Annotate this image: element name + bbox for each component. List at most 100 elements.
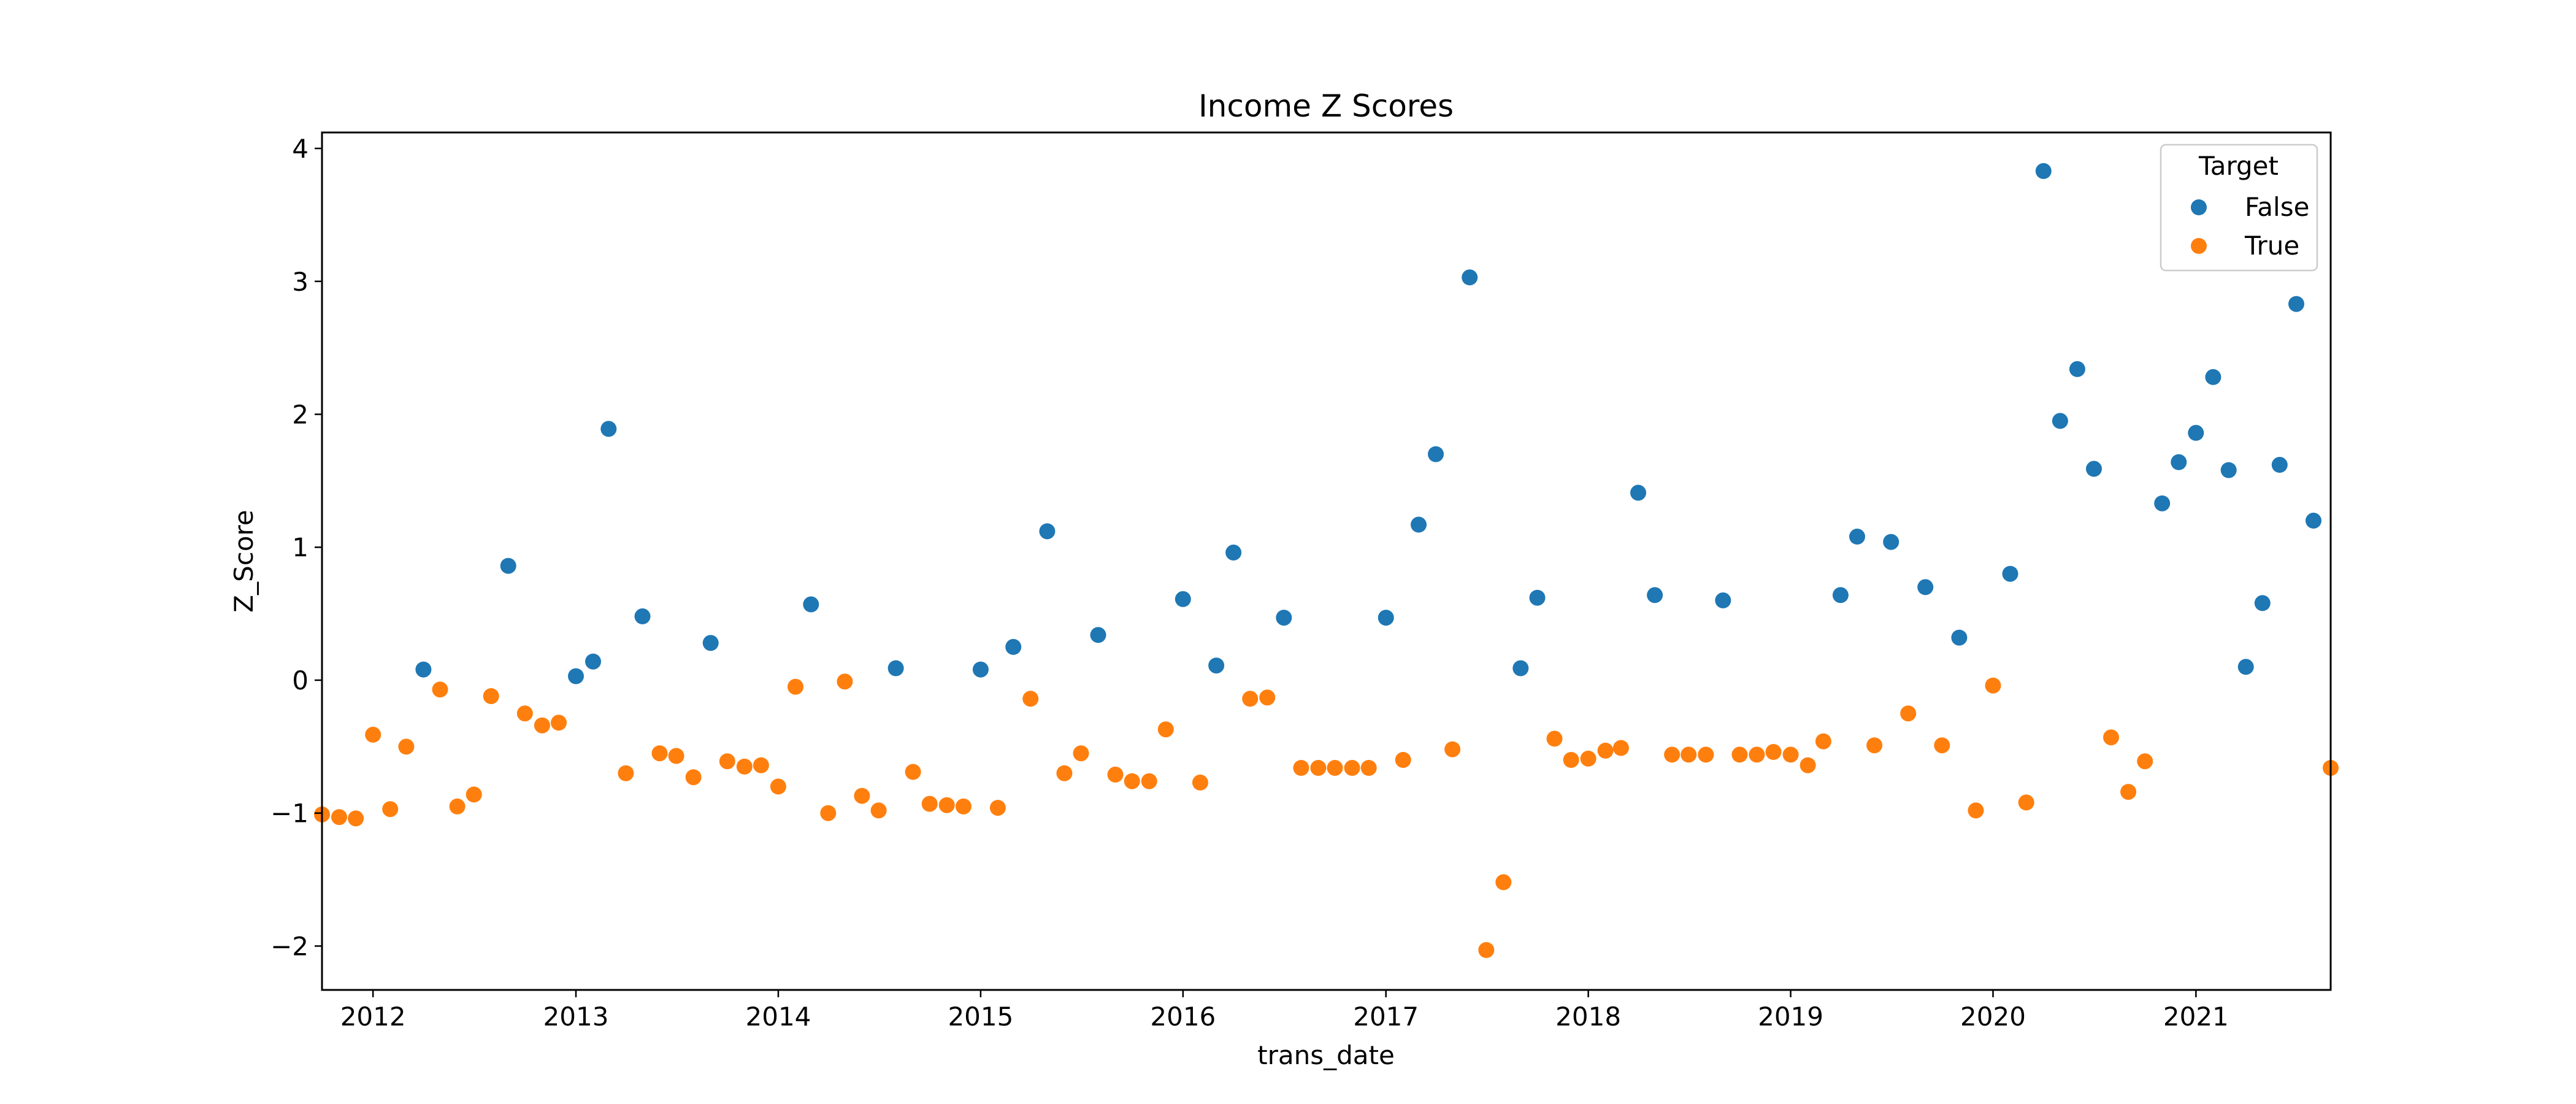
data-point-false	[2288, 296, 2304, 312]
data-point-true	[1444, 741, 1461, 757]
data-point-true	[516, 705, 533, 722]
data-point-true	[1749, 746, 1765, 763]
data-point-true	[1698, 746, 1714, 763]
data-point-true	[1360, 760, 1377, 776]
data-point-true	[1546, 730, 1563, 747]
data-point-false	[2220, 462, 2237, 478]
data-point-true	[382, 801, 399, 818]
data-point-true	[1563, 752, 1579, 768]
data-point-false	[2035, 163, 2052, 179]
data-point-true	[1293, 760, 1309, 776]
data-point-false	[1647, 587, 1663, 604]
data-point-true	[1934, 737, 1950, 754]
data-point-true	[1310, 760, 1327, 776]
data-point-true	[1056, 765, 1073, 781]
data-point-false	[1005, 638, 1022, 655]
data-point-false	[600, 421, 617, 437]
data-point-false	[1883, 534, 1899, 550]
data-point-true	[1192, 774, 1208, 791]
y-tick-label: 2	[292, 399, 309, 429]
data-point-true	[1141, 773, 1157, 789]
data-point-true	[466, 786, 482, 803]
data-point-false	[1208, 657, 1225, 674]
legend-label-false: False	[2245, 192, 2309, 222]
y-tick-label: 1	[292, 532, 309, 562]
data-point-true	[685, 769, 702, 786]
data-point-true	[1815, 733, 1831, 749]
y-tick-label: 3	[292, 267, 309, 297]
data-point-false	[2002, 565, 2018, 582]
data-point-false	[2052, 413, 2068, 429]
data-point-false	[1512, 660, 1529, 677]
data-point-false	[634, 608, 651, 624]
y-tick-label: 4	[292, 134, 309, 164]
y-axis: −2 −1 0 1 2 3 4	[270, 134, 322, 961]
data-point-false	[2171, 454, 2187, 470]
x-tick-label: 2014	[746, 1002, 811, 1032]
data-point-false	[1849, 528, 1865, 545]
data-point-true	[1259, 689, 1276, 706]
data-point-true	[820, 805, 837, 821]
data-point-false	[1715, 592, 1731, 608]
x-tick-label: 2020	[1960, 1002, 2026, 1032]
data-point-true	[905, 764, 921, 780]
data-point-true	[1866, 737, 1883, 754]
data-point-true	[938, 797, 955, 813]
data-point-true	[651, 745, 668, 762]
data-point-true	[449, 798, 466, 815]
data-point-true	[668, 748, 684, 764]
x-axis: 2012 2013 2014 2015 2016 2017 2018 2019 2020 2021	[340, 990, 2229, 1032]
data-point-false	[415, 661, 432, 678]
data-point-true	[618, 765, 634, 781]
data-point-true	[1900, 705, 1917, 722]
data-point-false	[1175, 591, 1191, 607]
data-point-true	[1107, 766, 1124, 783]
data-point-true	[921, 795, 938, 812]
y-axis-label: Z_Score	[229, 510, 259, 612]
data-point-true	[1800, 757, 1816, 773]
data-point-false	[2237, 659, 2254, 675]
data-point-true	[788, 678, 803, 695]
x-axis-label: trans_date	[1257, 1040, 1395, 1070]
data-point-true	[1124, 773, 1140, 789]
data-point-true	[331, 809, 347, 826]
data-point-true	[837, 673, 853, 690]
data-point-false	[1090, 627, 1106, 643]
x-tick-label: 2012	[340, 1002, 406, 1032]
data-point-false	[1529, 589, 1546, 606]
data-point-false	[887, 660, 904, 677]
data-point-false	[1951, 629, 1968, 646]
data-point-true	[1495, 874, 1512, 891]
data-point-true	[870, 802, 887, 819]
data-point-false	[2154, 495, 2171, 512]
data-point-false	[500, 558, 516, 574]
data-point-true	[1580, 750, 1597, 767]
data-point-true	[1157, 721, 1174, 738]
plot-frame	[321, 131, 2332, 991]
data-point-true	[365, 726, 381, 743]
data-point-true	[398, 738, 415, 755]
data-point-true	[753, 757, 769, 773]
data-point-true	[2103, 729, 2119, 746]
data-point-true	[1597, 742, 1614, 759]
x-tick-label: 2015	[948, 1002, 1013, 1032]
data-point-true	[1395, 752, 1411, 768]
data-point-true	[770, 778, 786, 795]
data-point-false	[2271, 456, 2288, 473]
data-point-true	[1612, 740, 1629, 756]
legend-marker-true	[2191, 238, 2207, 254]
data-point-false	[2306, 512, 2321, 529]
data-point-true	[1327, 760, 1343, 776]
data-point-true	[2120, 784, 2137, 800]
data-point-false	[972, 661, 989, 678]
data-point-false	[803, 596, 819, 613]
data-point-false	[2188, 424, 2204, 441]
data-point-true	[1664, 746, 1681, 763]
y-tick-label: 0	[292, 665, 309, 696]
data-point-false	[568, 668, 584, 684]
x-tick-label: 2018	[1555, 1002, 1621, 1032]
data-point-true	[955, 798, 972, 815]
data-point-true	[2137, 753, 2153, 770]
